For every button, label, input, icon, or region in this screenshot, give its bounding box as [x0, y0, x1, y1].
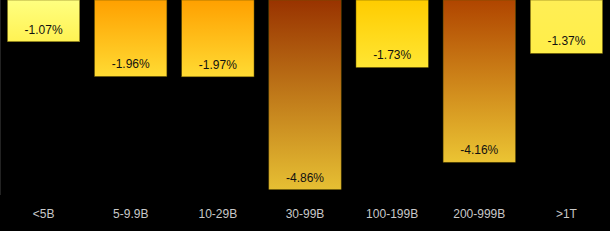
bar — [269, 0, 341, 190]
bar — [182, 0, 254, 77]
data-label: -4.16% — [460, 143, 498, 157]
bar — [443, 0, 515, 162]
chart-root: -1.07% <5B -1.96% 5-9.9B -1.97% 10-29B -4.86% 3… — [0, 0, 610, 231]
bar — [530, 0, 602, 53]
y-axis-line — [0, 0, 1, 195]
category-label: 30-99B — [286, 207, 325, 221]
category-label: <5B — [33, 207, 55, 221]
background — [0, 0, 610, 231]
chart-svg: -1.07% <5B -1.96% 5-9.9B -1.97% 10-29B -4.86% 3… — [0, 0, 610, 231]
bar — [95, 0, 167, 76]
data-label: -1.97% — [199, 58, 237, 72]
bars — [7, 0, 602, 190]
bar — [7, 0, 79, 42]
data-label: -1.96% — [112, 57, 150, 71]
bar — [356, 0, 428, 67]
data-label: -4.86% — [286, 171, 324, 185]
category-label: 100-199B — [366, 207, 418, 221]
category-label: 5-9.9B — [113, 207, 148, 221]
labels: -1.07% <5B -1.96% 5-9.9B -1.97% 10-29B -4.86% 3… — [25, 23, 586, 221]
category-label: 200-999B — [453, 207, 505, 221]
data-label: -1.07% — [25, 23, 63, 37]
category-label: 10-29B — [199, 207, 238, 221]
data-label: -1.37% — [547, 34, 585, 48]
category-label: >1T — [556, 207, 578, 221]
data-label: -1.73% — [373, 48, 411, 62]
